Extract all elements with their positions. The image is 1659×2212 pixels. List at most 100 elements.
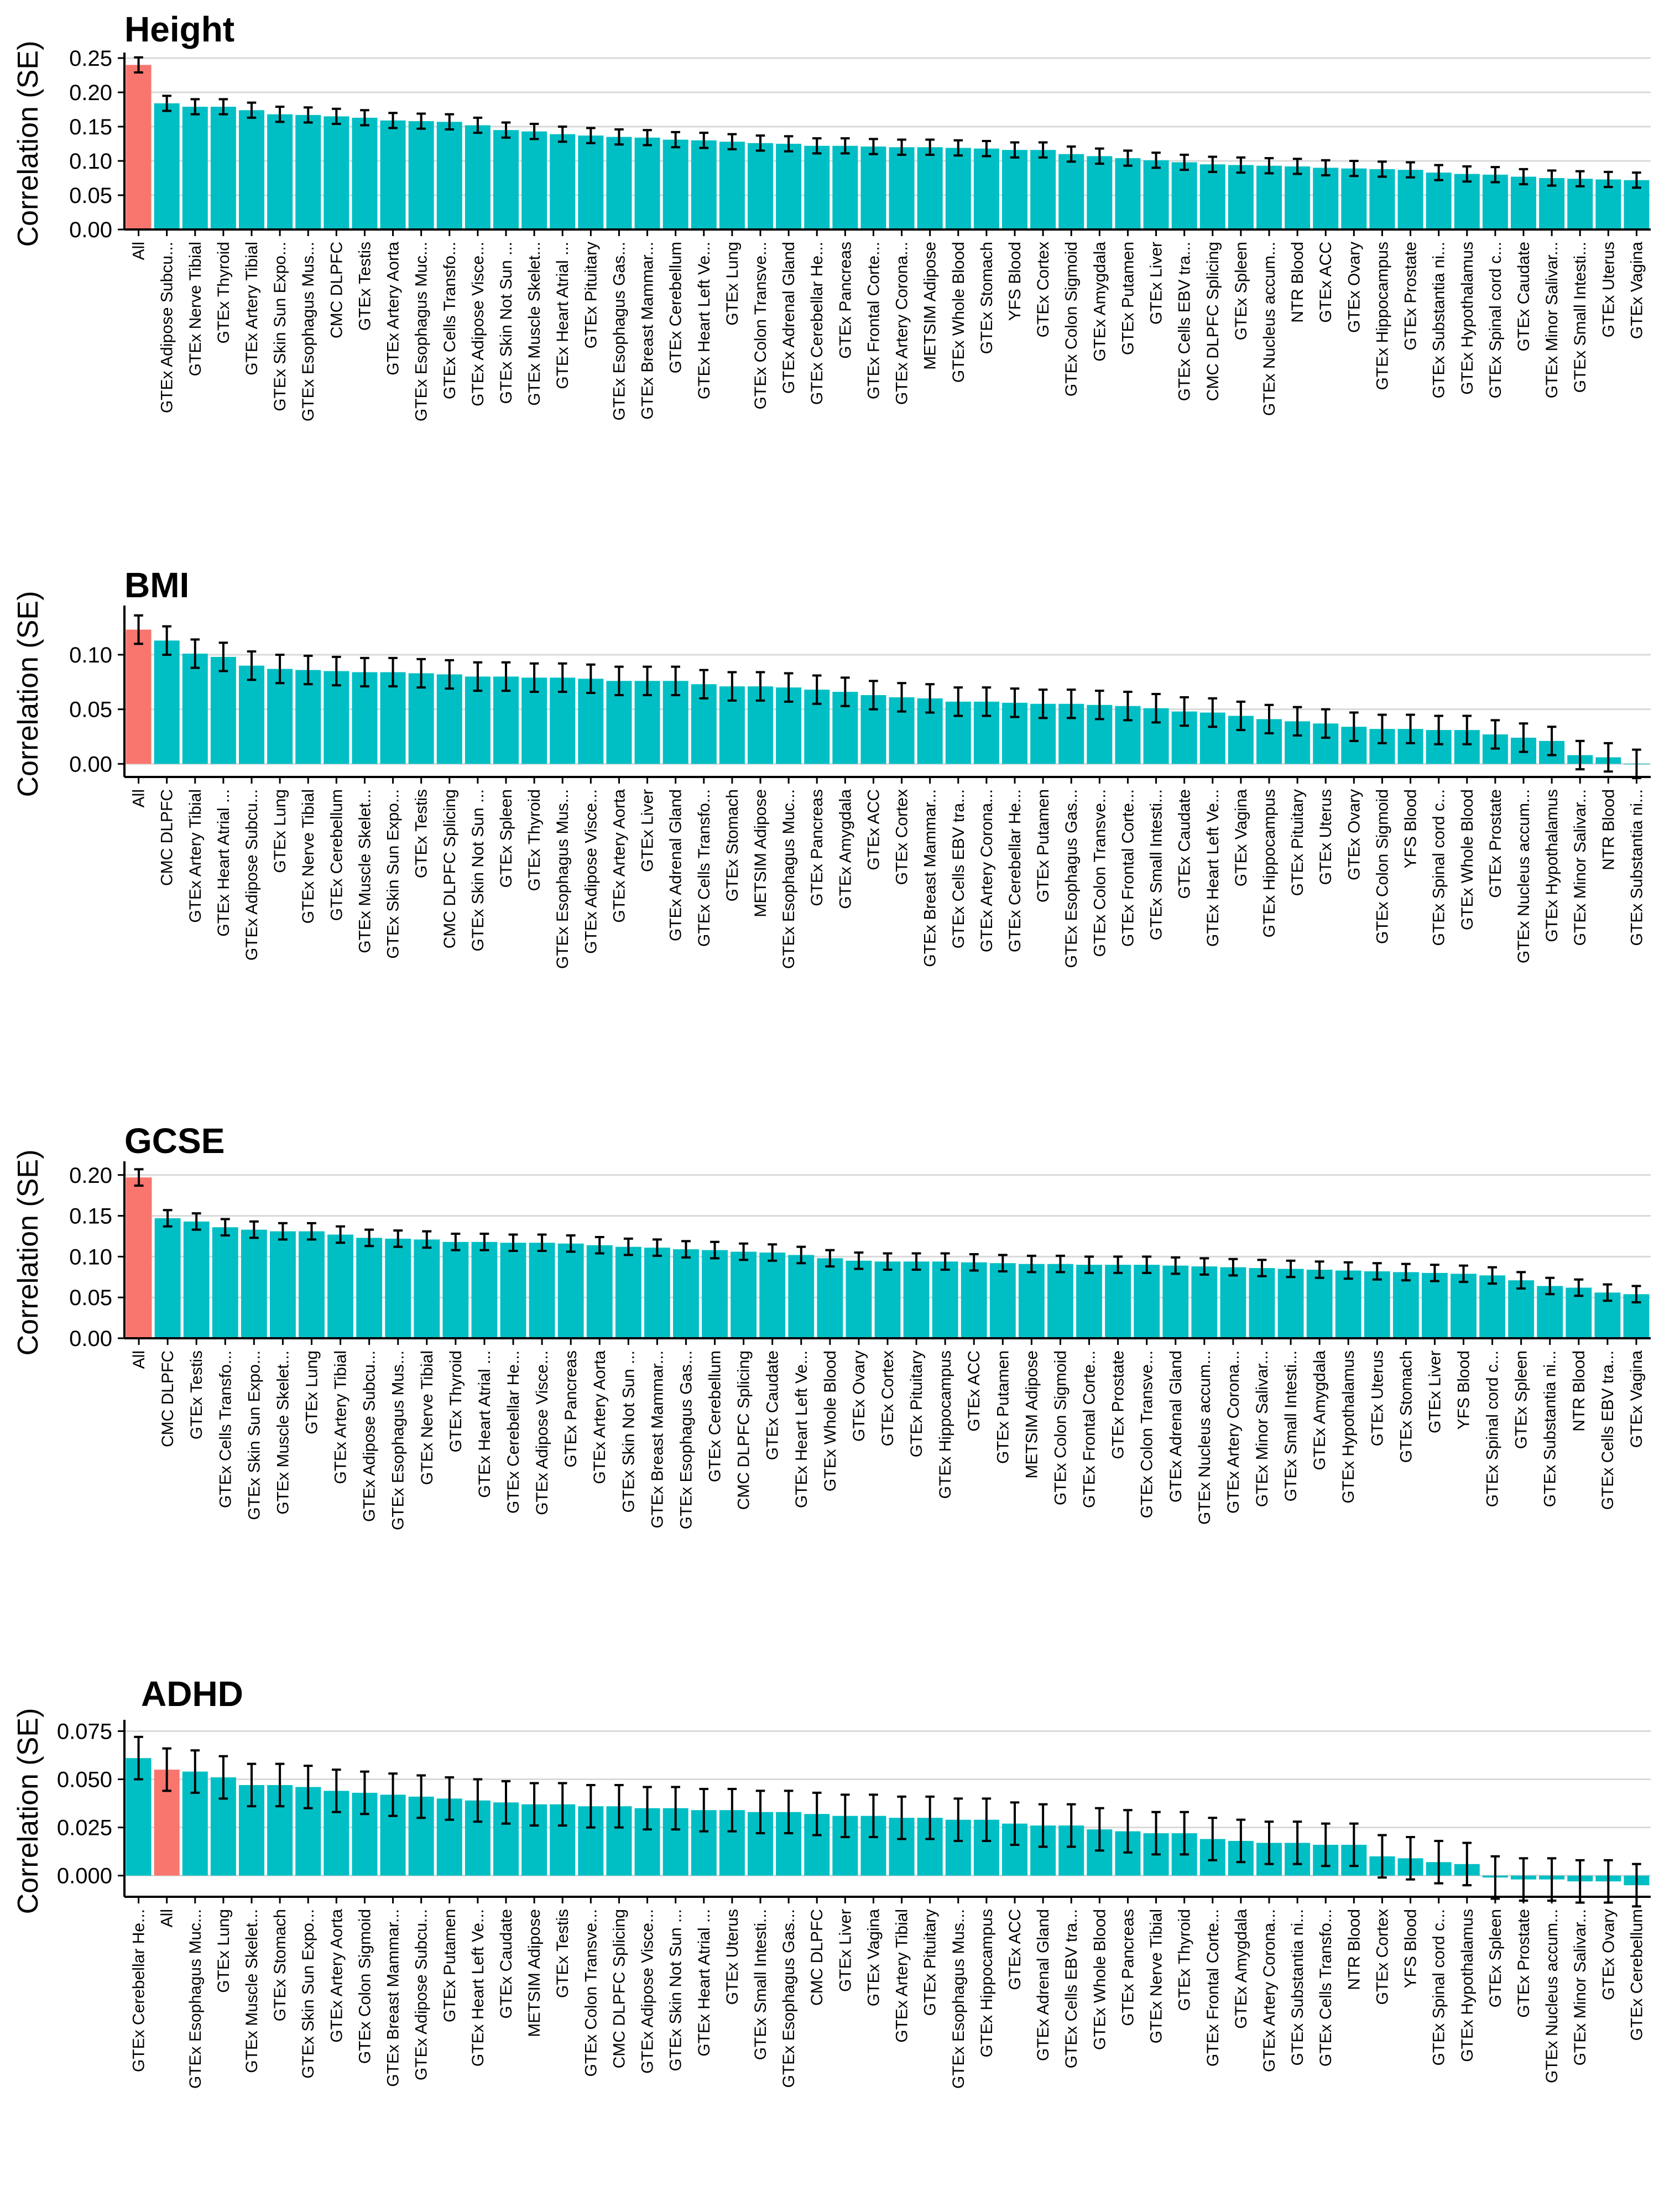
x-tick-label: GTEx Whole Blood (1458, 789, 1477, 930)
y-tick-label: 0.15 (69, 1204, 112, 1229)
bar (748, 143, 773, 229)
x-tick-label: GTEx Heart Left Ve... (469, 1909, 487, 2067)
x-tick-label: GTEx Skin Sun Expo... (271, 242, 289, 411)
x-tick-label: GTEx Heart Left Ve... (695, 242, 713, 399)
y-tick-label: 0.05 (69, 184, 112, 208)
x-tick-label: GTEx Adipose Subcu... (361, 1350, 379, 1522)
x-tick-label: GTEx Muscle Skelet... (525, 242, 544, 406)
bar (1451, 1274, 1477, 1338)
x-tick-label: GTEx Cortex (879, 1350, 897, 1446)
x-tick-label: GTEx Prostate (1402, 242, 1420, 351)
x-tick-label: GTEx Esophagus Gas... (780, 1909, 798, 2088)
x-tick-label: GTEx Colon Sigmoid (1373, 789, 1391, 944)
bar (874, 1261, 901, 1338)
x-tick-label: GTEx Putamen (441, 1909, 459, 2022)
x-tick-label: GTEx Cerebellar He... (808, 242, 826, 405)
bar (1115, 158, 1141, 229)
bar (241, 1229, 267, 1338)
x-tick-label: GTEx Artery Tibial (243, 242, 261, 375)
bar (1171, 162, 1197, 229)
bar (493, 130, 519, 229)
x-tick-label: GTEx Substantia ni... (1627, 789, 1646, 946)
x-tick-label: GTEx Cerebellum (667, 242, 685, 373)
bar (1392, 1272, 1419, 1338)
x-tick-label: GTEx Muscle Skelet... (274, 1350, 292, 1515)
x-tick-label: GTEx Cerebellum (706, 1350, 724, 1482)
x-tick-label: GTEx Heart Left Ve... (1204, 789, 1222, 947)
x-tick-label: GTEx Nerve Tibial (1147, 1909, 1166, 2043)
x-tick-label: GTEx Hypothalamus (1543, 789, 1561, 942)
bar (702, 1250, 728, 1338)
x-tick-label: GTEx Amygdala (1232, 1909, 1250, 2029)
x-tick-label: GTEx Nerve Tibial (186, 242, 205, 376)
x-tick-label: YFS Blood (1402, 789, 1420, 868)
x-tick-label: GTEx Substantia ni... (1288, 1909, 1307, 2065)
x-tick-label: GTEx Lung (271, 789, 289, 873)
x-tick-label: GTEx Whole Blood (1091, 1909, 1109, 2050)
x-tick-label: GTEx Frontal Corte... (1081, 1350, 1099, 1508)
x-tick-label: GTEx Heart Atrial ... (215, 789, 233, 937)
bar (1454, 174, 1480, 229)
y-tick-label: 0.00 (69, 752, 112, 776)
x-tick-label: GTEx Nucleus accum... (1260, 242, 1279, 416)
bar (606, 137, 632, 229)
x-tick-label: GTEx Spleen (1512, 1350, 1531, 1449)
x-tick-label: GTEx Hippocampus (1373, 242, 1391, 390)
x-tick-label: CMC DLPFC Splicing (735, 1350, 753, 1510)
x-tick-label: GTEx Lung (723, 242, 742, 326)
x-tick-label: GTEx Uterus (1599, 242, 1618, 337)
chart-panel-height: 0.00 0.05 0.10 0.15 0.20 0.25 All GTEx Adipose … (12, 9, 1651, 421)
x-tick-label: GTEx Skin Not Sun ... (667, 1909, 685, 2071)
bar (932, 1261, 958, 1338)
bar (1134, 1265, 1160, 1338)
x-tick-label: GTEx Cortex (893, 789, 911, 885)
y-tick-label: 0.075 (57, 1719, 112, 1744)
x-tick-label: GTEx Breast Mammar... (384, 1909, 403, 2087)
bar (1162, 1265, 1189, 1338)
x-tick-label: GTEx Adipose Visce... (582, 789, 600, 954)
bar (356, 1238, 383, 1338)
x-tick-label: GTEx Cells EBV tra... (950, 789, 968, 948)
x-tick-label: GTEx Prostate (1486, 789, 1505, 898)
x-tick-label: GTEx Minor Salivar... (1571, 1909, 1589, 2065)
x-tick-label: GTEx Heart Left Ve... (792, 1350, 811, 1508)
y-tick-label: 0.050 (57, 1768, 112, 1792)
bar (210, 656, 236, 764)
bar (1047, 1264, 1073, 1338)
bar (1313, 168, 1339, 229)
x-tick-label: GTEx Breast Mammar... (648, 1350, 666, 1528)
bar (662, 139, 688, 229)
bar (239, 110, 264, 229)
bar (1426, 173, 1452, 229)
x-tick-label: GTEx Esophagus Mus... (554, 789, 572, 969)
x-tick-label: GTEx Stomach (271, 1909, 289, 2021)
x-tick-label: All (158, 1909, 176, 1927)
bar (1018, 1264, 1045, 1338)
bar (269, 1231, 296, 1338)
bar (299, 1231, 325, 1338)
x-tick-label: CMC DLPFC Splicing (1204, 242, 1222, 401)
x-tick-label: GTEx Adrenal Gland (1167, 1350, 1185, 1503)
x-tick-label: GTEx Cortex (1034, 242, 1052, 337)
bar (1002, 150, 1027, 229)
bar (267, 669, 293, 764)
x-tick-label: GTEx Uterus (723, 1909, 742, 2005)
x-tick-label: GTEx Esophagus Mus... (299, 242, 317, 421)
x-tick-label: GTEx ACC (864, 789, 883, 870)
x-tick-label: GTEx Hypothalamus (1458, 1909, 1477, 2062)
x-tick-label: GTEx Cerebellum (327, 789, 346, 921)
bar (804, 145, 830, 229)
x-tick-label: GTEx Whole Blood (950, 242, 968, 383)
x-tick-label: GTEx Artery Tibial (186, 789, 205, 923)
x-tick-label: GTEx Cerebellar He... (130, 1909, 148, 2072)
x-tick-label: GTEx Vagina (864, 1909, 883, 2007)
y-tick-label: 0.00 (69, 1327, 112, 1351)
x-tick-label: GTEx Thyroid (1176, 1909, 1194, 2011)
x-tick-label: GTEx Thyroid (215, 242, 233, 344)
bar (380, 120, 406, 229)
bar (239, 665, 264, 764)
x-tick-label: GTEx Liver (1426, 1350, 1444, 1433)
x-tick-label: GTEx Small Intesti... (752, 1909, 770, 2060)
x-tick-label: GTEx Artery Corona... (1260, 1909, 1279, 2072)
